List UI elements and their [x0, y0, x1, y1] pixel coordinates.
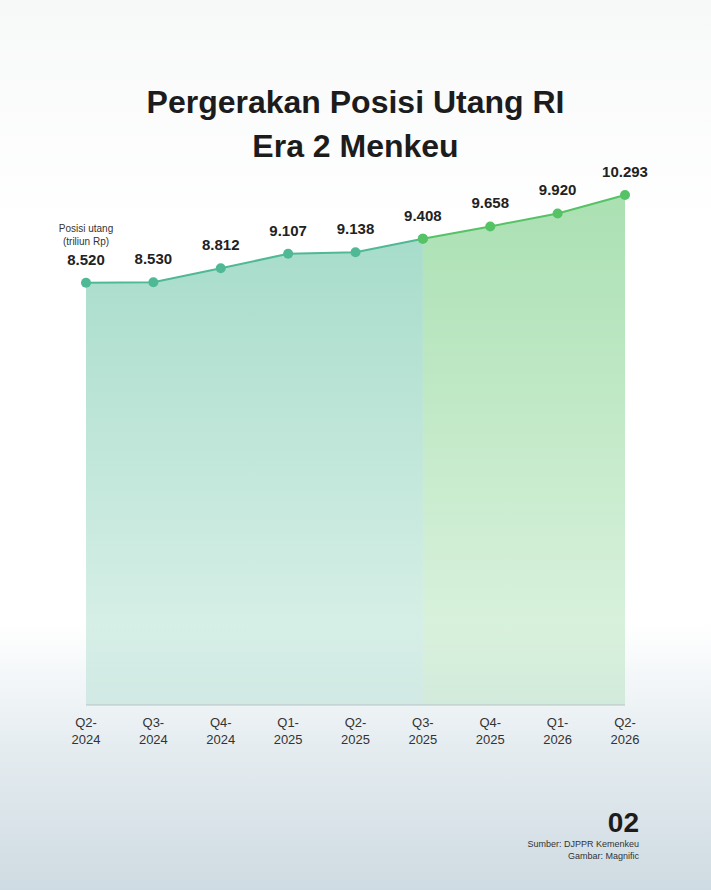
svg-text:Q2-2025: Q2-2025: [341, 715, 370, 747]
svg-text:Q4-2025: Q4-2025: [476, 715, 505, 747]
html-text:Pergerakan Posisi Utang RI Era: Pergerakan Posisi Utang RI Era 2 Menkeu: [146, 84, 565, 164]
svg-text:9.658: 9.658: [471, 194, 509, 211]
html-text:Posisi utang (triliun Rp): Posisi utang (triliun Rp): [58, 223, 114, 247]
svg-text:Q4-2024: Q4-2024: [206, 715, 235, 747]
svg-text:9.138: 9.138: [337, 220, 375, 237]
svg-text:Q3-2024: Q3-2024: [139, 715, 168, 747]
svg-text:10.293: 10.293: [602, 163, 648, 180]
svg-text:8.530: 8.530: [135, 250, 173, 267]
html-text:Gambar: Magnific: Gambar: Magnific: [568, 851, 639, 861]
html-text:Sumber: DJPPR Kemenkeu: Sumber: DJPPR Kemenkeu: [527, 839, 639, 849]
svg-text:8.520: 8.520: [67, 251, 105, 268]
svg-text:Q2-2024: Q2-2024: [72, 715, 101, 747]
svg-text:Q1-2025: Q1-2025: [274, 715, 303, 747]
svg-text:Q3-2025: Q3-2025: [408, 715, 437, 747]
svg-text:9.920: 9.920: [539, 181, 577, 198]
svg-text:9.107: 9.107: [269, 222, 307, 239]
svg-text:Q1-2026: Q1-2026: [543, 715, 572, 747]
svg-text:Q2-2026: Q2-2026: [611, 715, 640, 747]
svg-text:9.408: 9.408: [404, 207, 442, 224]
html-text:02: 02: [607, 807, 639, 838]
svg-text:8.812: 8.812: [202, 236, 240, 253]
